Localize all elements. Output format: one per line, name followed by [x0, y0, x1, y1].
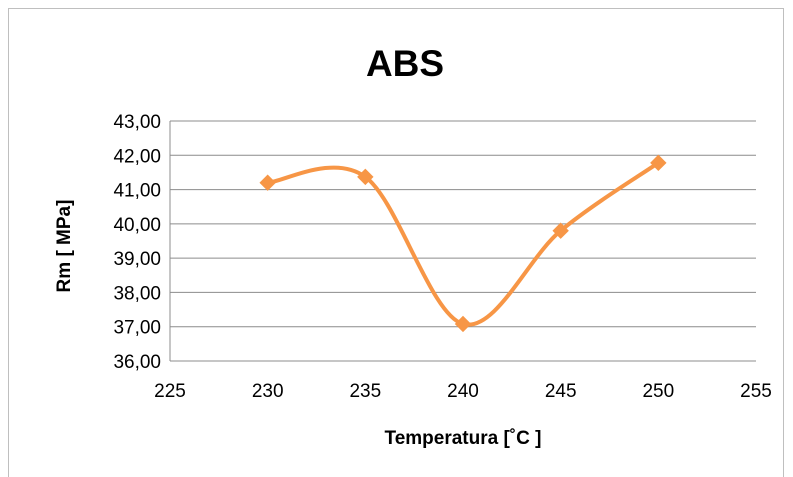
y-tick-label: 37,00 [113, 318, 161, 339]
x-tick-label: 250 [642, 381, 674, 402]
y-tick-label: 42,00 [113, 146, 161, 167]
series-line [265, 160, 661, 327]
data-point-marker [259, 174, 276, 191]
chart-title: ABS [366, 43, 444, 84]
x-tick-label: 255 [740, 381, 772, 402]
x-axis-title: Temperatura [˚C ] [385, 428, 542, 449]
gridlines [170, 120, 756, 328]
chart-frame [8, 8, 784, 477]
data-point-marker [650, 154, 667, 172]
y-axis-title: Rm [ MPa] [54, 200, 75, 293]
y-tick-label: 41,00 [113, 181, 161, 202]
y-tick-label: 40,00 [113, 215, 161, 236]
series-line-path [265, 160, 661, 327]
y-tick-label: 39,00 [113, 249, 161, 270]
x-tick-labels: 225 230 235 240 245 250 255 [154, 381, 772, 402]
x-tick-label: 245 [545, 381, 577, 402]
x-tick-label: 235 [349, 381, 381, 402]
series-markers [259, 154, 667, 333]
y-tick-label: 38,00 [113, 283, 161, 304]
x-tick-label: 225 [154, 381, 186, 402]
data-point-marker [454, 315, 472, 333]
x-tick-label: 240 [447, 381, 479, 402]
x-tick-label: 230 [252, 381, 284, 402]
data-point-marker [357, 168, 374, 186]
y-tick-label: 36,00 [113, 352, 161, 373]
y-tick-labels: 36,00 37,00 38,00 39,00 40,00 41,00 42,00 43,00 [113, 112, 161, 373]
y-tick-label: 43,00 [113, 112, 161, 133]
axes [169, 121, 756, 362]
data-point-marker [552, 222, 569, 239]
